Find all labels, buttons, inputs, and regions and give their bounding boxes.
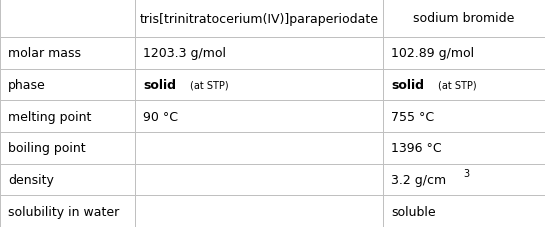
Bar [383,0,545,38]
Text: tris[trinitratocerium(IV)]paraperiodate: tris[trinitratocerium(IV)]paraperiodate [140,12,379,25]
Bar [383,164,545,195]
Text: phase: phase [8,79,46,92]
Bar [0,0,135,38]
Text: solid: solid [143,79,176,92]
Text: (at STP): (at STP) [438,80,476,90]
Text: 90 °C: 90 °C [143,110,178,123]
Text: molar mass: molar mass [8,47,81,60]
Bar [0,101,135,132]
Bar [0,38,135,69]
Text: 3.2 g/cm: 3.2 g/cm [391,173,446,186]
Text: melting point: melting point [8,110,92,123]
Text: 1203.3 g/mol: 1203.3 g/mol [143,47,226,60]
Bar [135,195,383,227]
Text: solid: solid [391,79,424,92]
Bar [0,132,135,164]
Text: density: density [8,173,54,186]
Bar [135,132,383,164]
Bar [383,38,545,69]
Bar [135,69,383,101]
Text: 3: 3 [463,168,469,178]
Bar [135,0,383,38]
Text: 102.89 g/mol: 102.89 g/mol [391,47,474,60]
Bar [0,69,135,101]
Text: sodium bromide: sodium bromide [413,12,515,25]
Bar [0,195,135,227]
Bar [135,101,383,132]
Bar [383,132,545,164]
Text: soluble: soluble [391,205,436,218]
Bar [0,164,135,195]
Bar [383,195,545,227]
Text: solubility in water: solubility in water [8,205,119,218]
Text: 1396 °C: 1396 °C [391,142,442,155]
Text: boiling point: boiling point [8,142,86,155]
Bar [135,164,383,195]
Bar [383,101,545,132]
Text: 755 °C: 755 °C [391,110,434,123]
Bar [383,69,545,101]
Text: (at STP): (at STP) [190,80,228,90]
Bar [135,38,383,69]
